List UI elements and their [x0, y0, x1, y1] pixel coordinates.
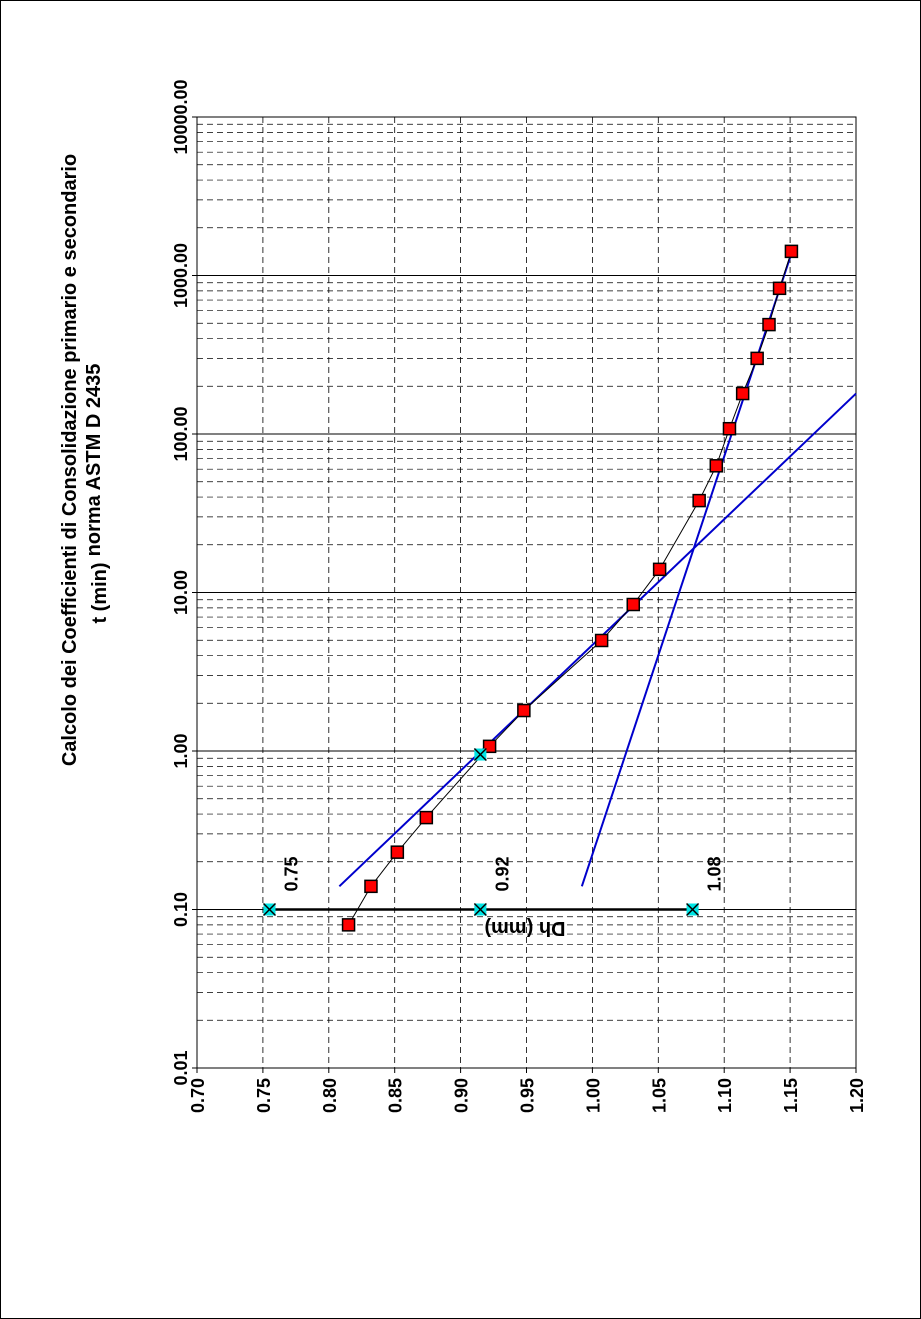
- data-point: [722, 421, 737, 436]
- data-point: [419, 810, 434, 825]
- cross-point: [262, 902, 277, 917]
- data-point: [762, 317, 776, 332]
- x-tick-label: 1.15: [781, 1078, 801, 1113]
- data-point: [626, 597, 641, 612]
- annotation-label: 0.75: [281, 856, 301, 891]
- cross-point: [473, 902, 487, 917]
- data-point: [784, 244, 799, 259]
- y-axis-tick-labels: 0.01 0.10 1.00 10.00 100.00 1000.00 10000.00: [171, 79, 197, 1086]
- annotation-label: 1.08: [705, 856, 725, 891]
- cross-stroke: [473, 748, 487, 762]
- consolidation-chart: 0.70 0.75 0.80 0.85 0.90 0.95 1.00 1.05 1.10 1.15…: [59, 79, 867, 1113]
- y-tick-label: 10.00: [171, 570, 191, 615]
- cross-stroke: [686, 902, 700, 917]
- x-tick-label: 1.05: [649, 1078, 669, 1113]
- y-tick-label: 0.10: [171, 892, 191, 927]
- data-point: [341, 918, 356, 932]
- y-tick-label: 10000.00: [171, 79, 191, 154]
- data-point: [594, 633, 609, 648]
- x-tick-label: 1.00: [583, 1078, 603, 1113]
- y-tick-label: 1.00: [171, 733, 191, 768]
- cross-stroke: [473, 902, 487, 917]
- x-tick-label: 0.70: [188, 1078, 208, 1113]
- y-axis-label: t (min): [89, 562, 111, 623]
- data-point: [750, 351, 764, 366]
- y-tick-label: 100.00: [171, 406, 191, 461]
- data-point: [772, 281, 787, 296]
- x-tick-label: 0.90: [452, 1078, 472, 1113]
- y-tick-label: 1000.00: [171, 243, 191, 308]
- x-tick-label: 0.80: [320, 1078, 340, 1113]
- x-tick-label: 0.85: [386, 1078, 406, 1113]
- x-tick-label: 1.10: [715, 1078, 735, 1113]
- data-point: [390, 845, 405, 859]
- x-tick-label: 1.20: [847, 1078, 867, 1113]
- x-tick-label: 0.75: [254, 1078, 274, 1113]
- chart-title: Calcolo dei Coefficienti di Consolidazio…: [59, 154, 81, 766]
- data-point: [735, 386, 750, 401]
- chart-subtitle: norma ASTM D 2435: [83, 364, 105, 557]
- cross-point: [473, 748, 487, 762]
- data-point: [652, 562, 667, 577]
- data-point: [692, 493, 706, 508]
- x-tick-label: 0.95: [518, 1078, 538, 1113]
- data-point: [364, 879, 378, 894]
- annotation-label: 0.92: [492, 856, 512, 891]
- annotation-labels: 0.75 0.92 1.08: [281, 856, 724, 891]
- data-point: [517, 703, 531, 718]
- y-tick-label: 0.01: [171, 1050, 191, 1085]
- cross-point: [686, 902, 700, 917]
- data-markers: [262, 244, 799, 932]
- cross-stroke: [262, 902, 277, 917]
- data-point: [709, 459, 724, 473]
- x-axis-tick-labels: 0.70 0.75 0.80 0.85 0.90 0.95 1.00 1.05 1.10 1.15…: [188, 1068, 867, 1113]
- x-axis-label: Dh (mm): [484, 917, 565, 939]
